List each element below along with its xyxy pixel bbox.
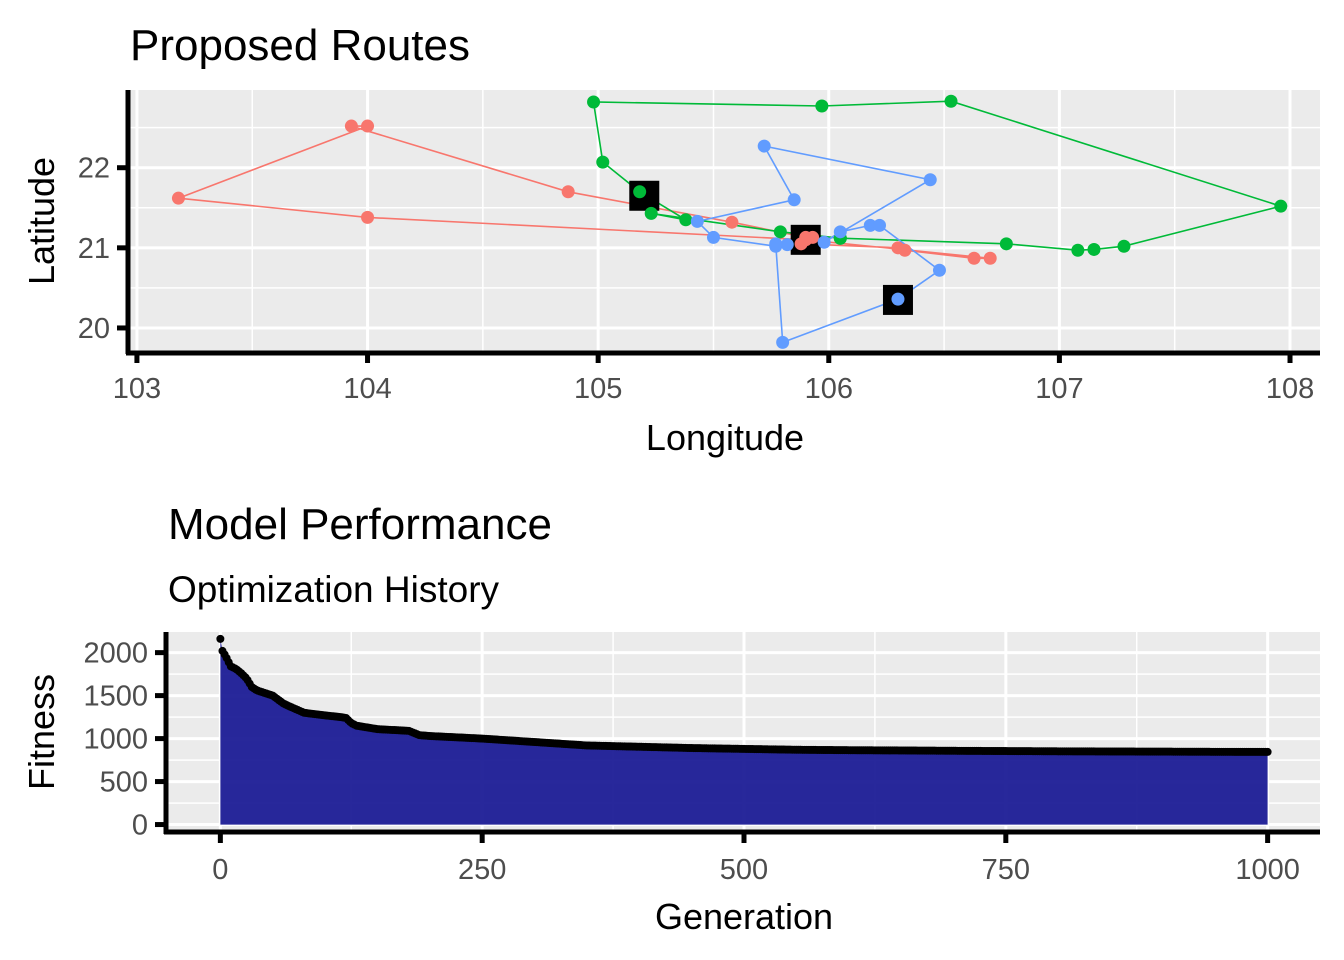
routes-chart: Proposed Routes 103 104 105 106 107 108 20212…: [21, 21, 1320, 458]
x-tick-label: 105: [574, 373, 622, 405]
route-stop-point: [690, 214, 704, 228]
route-stop-point: [776, 335, 790, 349]
route-stop-point: [932, 263, 946, 277]
route-stop-point: [863, 218, 877, 232]
route-stop-point: [983, 251, 997, 265]
x-tick-label: 104: [343, 373, 391, 405]
fitness-y-axis-title: Fitness: [21, 674, 62, 790]
route-stop-point: [633, 185, 647, 199]
fitness-point: [216, 634, 225, 643]
route-stop-point: [923, 173, 937, 187]
route-stop-point: [644, 206, 658, 220]
x-tick-label: 103: [113, 373, 161, 405]
y-tick-label: 0: [132, 810, 148, 842]
x-tick-label: 108: [1266, 373, 1314, 405]
x-tick-label: 106: [805, 373, 853, 405]
fitness-x-ticks: 0 250 500 750 1000: [212, 834, 1300, 886]
route-stop-point: [596, 155, 610, 169]
route-stop-point: [1117, 239, 1131, 253]
routes-points: [171, 94, 1288, 349]
route-stop-point: [817, 235, 831, 249]
y-tick-label: 21: [78, 233, 110, 265]
route-stop-point: [561, 185, 575, 199]
route-stop-point: [679, 213, 693, 227]
y-tick-label: 1500: [83, 681, 148, 713]
fitness-area: [220, 638, 1268, 825]
route-stop-point: [999, 237, 1013, 251]
x-tick-label: 0: [212, 854, 228, 886]
route-stop-point: [898, 243, 912, 257]
route-stop-point: [780, 238, 794, 252]
route-stop-point: [361, 119, 375, 133]
route-stop-point: [1071, 243, 1085, 257]
route-stop-point: [873, 218, 887, 232]
route-stop-point: [815, 99, 829, 113]
fitness-point: [1263, 747, 1272, 756]
route-stop-point: [773, 225, 787, 239]
fitness-points: [216, 634, 1272, 756]
route-stop-point: [171, 191, 185, 205]
routes-x-ticks: 103 104 105 106 107 108: [113, 355, 1314, 405]
route-stop-point: [1274, 199, 1288, 213]
route-stop-point: [891, 292, 905, 306]
x-tick-label: 750: [982, 854, 1030, 886]
x-tick-label: 107: [1035, 373, 1083, 405]
route-stop-point: [967, 251, 981, 265]
y-tick-label: 1000: [83, 724, 148, 756]
route-line: [178, 125, 991, 260]
routes-y-ticks: 20 21 22: [78, 153, 126, 345]
x-tick-label: 500: [720, 854, 768, 886]
route-stop-point: [706, 230, 720, 244]
fitness-chart-title: Model Performance: [168, 500, 552, 549]
y-tick-label: 2000: [83, 638, 148, 670]
route-stop-point: [587, 95, 601, 109]
route-stop-point: [344, 119, 358, 133]
y-tick-label: 500: [100, 767, 148, 799]
fitness-y-ticks: 0 500 1000 1500 2000: [83, 638, 164, 842]
route-stop-point: [944, 94, 958, 108]
y-tick-label: 22: [78, 153, 110, 185]
routes-x-axis-title: Longitude: [646, 417, 804, 458]
fitness-chart-subtitle: Optimization History: [168, 569, 500, 610]
x-tick-label: 1000: [1235, 854, 1300, 886]
route-stop-point: [757, 139, 771, 153]
route-stop-point: [725, 215, 739, 229]
fitness-chart: Model Performance Optimization History 0…: [21, 500, 1320, 937]
route-stop-point: [806, 230, 820, 244]
route-stop-point: [1087, 242, 1101, 256]
routes-y-axis-title: Latitude: [21, 157, 62, 285]
fitness-x-axis-title: Generation: [655, 896, 833, 937]
y-tick-label: 20: [78, 313, 110, 345]
x-tick-label: 250: [458, 854, 506, 886]
route-stop-point: [361, 210, 375, 224]
routes-chart-title: Proposed Routes: [130, 21, 470, 70]
route-stop-point: [787, 193, 801, 207]
route-stop-point: [833, 225, 847, 239]
route-stop-point: [769, 237, 783, 251]
